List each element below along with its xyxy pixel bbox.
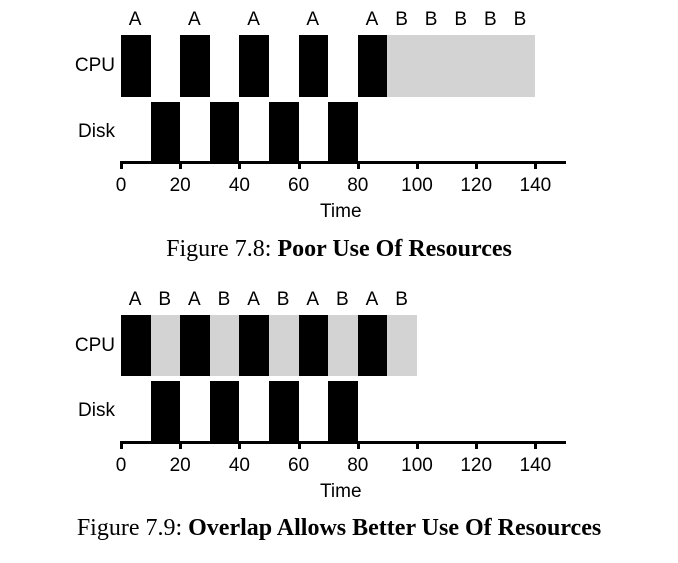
segment-label: B: [513, 9, 527, 30]
disk-segment-A: [269, 102, 299, 161]
x-tick: [297, 161, 301, 169]
x-tick: [120, 441, 123, 449]
segment-label: A: [188, 9, 201, 30]
disk-segment-A: [328, 381, 358, 441]
x-tick-label: 120: [460, 175, 493, 196]
cpu-segment-A: [357, 35, 388, 97]
segment-label: B: [454, 9, 468, 30]
row-label-disk: Disk: [78, 400, 115, 421]
segment-label: A: [306, 9, 320, 30]
x-tick-label: 40: [228, 455, 250, 476]
x-axis-label: Time: [320, 481, 362, 502]
x-axis-line: [120, 441, 566, 444]
x-tick-label: 120: [460, 455, 493, 476]
caption-title: Overlap Allows Better Use Of Resources: [188, 515, 602, 541]
row-label-cpu: CPU: [74, 55, 115, 76]
x-tick-label: 100: [401, 175, 433, 196]
cpu-segment-B: [387, 315, 417, 376]
cpu-segment-B: [269, 315, 299, 376]
disk-segment-A: [209, 381, 240, 441]
segment-label: A: [365, 9, 379, 30]
cpu-segment-A: [239, 35, 269, 97]
disk-segment-A: [150, 381, 181, 441]
cpu-segment-B: [387, 35, 417, 97]
x-tick-label: 80: [347, 455, 369, 476]
segment-label: B: [484, 9, 497, 30]
x-tick: [120, 161, 123, 169]
segment-label: B: [217, 289, 231, 310]
figure-7-8-caption: Figure 7.8: Poor Use Of Resources: [0, 236, 678, 263]
disk-segment-A: [269, 381, 299, 441]
x-tick: [534, 161, 538, 169]
figure-7-9-caption: Figure 7.9: Overlap Allows Better Use Of…: [0, 515, 678, 542]
segment-label: A: [247, 9, 260, 30]
cpu-segment-B: [150, 315, 181, 376]
x-tick: [238, 161, 242, 169]
cpu-segment-A: [239, 315, 269, 376]
cpu-segment-B: [417, 35, 447, 97]
x-tick: [179, 441, 183, 449]
caption-prefix: Figure 7.8:: [166, 236, 272, 262]
x-tick-label: 80: [347, 175, 369, 196]
segment-label: B: [395, 9, 408, 30]
x-tick-label: 20: [169, 455, 191, 476]
x-tick-label: 140: [519, 175, 552, 196]
disk-segment-A: [150, 102, 181, 161]
segment-label: A: [128, 289, 142, 310]
segment-label: B: [336, 289, 349, 310]
x-tick-label: 140: [519, 455, 552, 476]
caption-prefix: Figure 7.9:: [76, 515, 183, 541]
x-axis-line: [120, 161, 566, 164]
row-label-disk: Disk: [78, 120, 115, 142]
row-label-cpu: CPU: [74, 334, 115, 356]
x-tick-label: 0: [115, 455, 127, 476]
cpu-segment-B: [209, 315, 240, 376]
cpu-segment-A: [121, 35, 151, 97]
x-tick: [416, 441, 419, 449]
segment-label: B: [276, 289, 290, 310]
x-tick: [416, 161, 419, 169]
cpu-segment-A: [180, 35, 210, 97]
cpu-segment-A: [357, 315, 388, 376]
x-axis-label: Time: [320, 201, 362, 222]
caption-title: Poor Use Of Resources: [277, 236, 512, 262]
disk-segment-A: [209, 102, 240, 161]
segment-label: A: [247, 289, 260, 310]
x-tick-label: 100: [401, 455, 433, 476]
x-tick: [356, 441, 360, 449]
disk-segment-A: [328, 102, 358, 161]
cpu-segment-B: [328, 315, 358, 376]
x-tick: [475, 161, 479, 169]
segment-label: B: [395, 289, 408, 310]
cpu-segment-A: [121, 315, 151, 376]
segment-label: A: [365, 289, 379, 310]
x-tick-label: 0: [115, 175, 127, 196]
cpu-segment-A: [298, 35, 329, 97]
x-tick: [297, 441, 301, 449]
x-tick: [238, 441, 242, 449]
x-tick-label: 60: [288, 175, 310, 196]
x-tick: [534, 441, 538, 449]
segment-label: B: [158, 289, 172, 310]
segment-label: B: [424, 9, 438, 30]
x-tick-label: 40: [228, 175, 250, 196]
cpu-segment-B: [446, 35, 477, 97]
figure-7-8-chart: CPU Disk A A A A A B B B B B 0 20 40 60 80 100 120 140 Time: [0, 0, 678, 270]
x-tick-label: 60: [288, 455, 310, 476]
cpu-segment-B: [476, 35, 506, 97]
x-tick: [179, 161, 183, 169]
segment-label: A: [306, 289, 320, 310]
cpu-segment-A: [298, 315, 329, 376]
segment-label: A: [188, 289, 201, 310]
cpu-segment-A: [180, 315, 210, 376]
figure-7-9-chart: CPU Disk A B A B A B A B A B 0 20 40 60 80 100 120 140 Time: [0, 280, 678, 520]
x-tick: [475, 441, 479, 449]
x-tick: [356, 161, 360, 169]
x-tick-label: 20: [169, 175, 191, 196]
cpu-segment-B: [505, 35, 536, 97]
segment-label: A: [128, 9, 142, 30]
